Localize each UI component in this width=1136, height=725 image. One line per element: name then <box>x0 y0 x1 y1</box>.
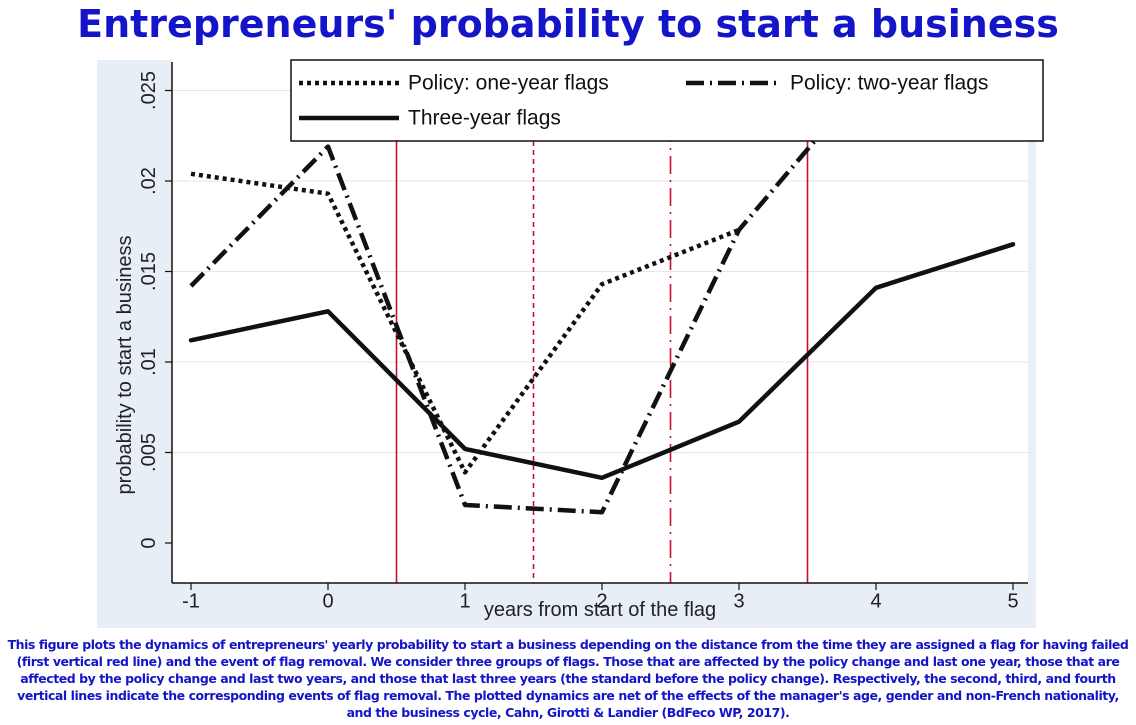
x-tick-label: 2 <box>596 591 607 613</box>
x-tick-label: -1 <box>182 591 200 613</box>
y-tick-label: .015 <box>138 252 160 291</box>
legend-label: Policy: two-year flags <box>790 72 988 95</box>
y-tick-label: .005 <box>138 433 160 472</box>
series-line-2 <box>188 242 1016 481</box>
y-tick-label: 0 <box>138 537 160 548</box>
series-line-1 <box>189 67 878 515</box>
x-axis-label: years from start of the flag <box>484 599 716 621</box>
legend-box <box>290 59 1044 142</box>
plot-area <box>172 60 1028 583</box>
legend-label: Policy: one-year flags <box>408 72 609 95</box>
series-line-0 <box>190 171 740 475</box>
x-tick-label: 1 <box>459 591 470 613</box>
y-tick-label: .02 <box>138 167 160 195</box>
legend-label: Three-year flags <box>408 107 561 130</box>
x-tick-label: 3 <box>733 591 744 613</box>
x-tick-label: 5 <box>1007 591 1018 613</box>
figure-caption: This figure plots the dynamics of entrep… <box>7 637 1129 720</box>
line-chart: 0 .005 .01 .015 .02 .025 -1 0 1 2 3 4 5 years from st… <box>97 59 1044 628</box>
x-tick-label: 0 <box>322 591 333 613</box>
x-tick-label: 4 <box>870 591 881 613</box>
y-axis-label: probability to start a business <box>114 235 136 494</box>
series-lines <box>188 67 1016 515</box>
y-tick-label: .025 <box>138 71 160 110</box>
y-tick-label: .01 <box>138 348 160 376</box>
axes: 0 .005 .01 .015 .02 .025 -1 0 1 2 3 4 5 years from st… <box>114 62 1028 621</box>
chart-title: Entrepreneurs' probability to start a bu… <box>77 2 1059 46</box>
legend: Policy: one-year flags Policy: two-year f… <box>290 59 1044 142</box>
